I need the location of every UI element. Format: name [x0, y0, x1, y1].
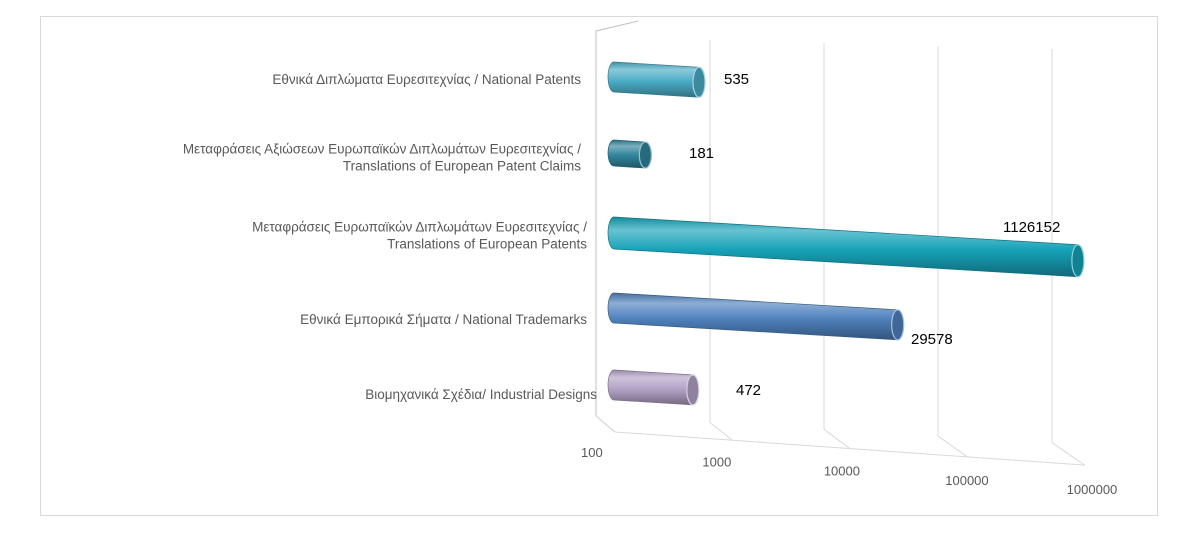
floor-gridline: [595, 415, 616, 433]
tick-label: 100: [581, 445, 603, 460]
bar-end-cap: [692, 66, 706, 98]
bar-body: [607, 61, 706, 98]
category-label: Βιομηχανικά Σχέδια/ Industrial Designs: [365, 387, 597, 402]
data-label: 29578: [911, 331, 953, 348]
floor-gridline: [1051, 442, 1085, 466]
tick-label: 10000: [824, 464, 860, 479]
bar-body: [607, 369, 700, 406]
category-label: Translations of European Patent Claims: [343, 159, 581, 174]
bar: [607, 216, 1085, 278]
floor-gridline: [709, 422, 733, 441]
front-floor-edge: [614, 431, 1085, 466]
category-label: Translations of European Patents: [387, 237, 587, 252]
tick-label: 100000: [945, 473, 988, 488]
data-label: 181: [689, 145, 714, 162]
data-label: 472: [736, 382, 761, 399]
back-wall-top: [595, 20, 639, 32]
bar-body: [607, 292, 905, 341]
bar-end-cap: [686, 374, 700, 406]
category-label: Εθνικά Εμπορικά Σήματα / National Tradem…: [300, 312, 587, 327]
bar-end-cap: [1071, 244, 1085, 278]
bar-chart: Εθνικά Διπλώματα Ευρεσιτεχνίας / Nationa…: [183, 20, 1118, 497]
bar: [607, 369, 700, 406]
data-label: 535: [724, 71, 749, 88]
bar-end-cap: [891, 309, 905, 341]
floor-gridline: [823, 428, 851, 449]
category-label: Μεταφράσεις Αξιώσεων Ευρωπαϊκών Διπλωμάτ…: [183, 142, 581, 157]
category-label: Μεταφράσεις Ευρωπαϊκών Διπλωμάτων Ευρεσι…: [252, 220, 587, 235]
chart-frame: Εθνικά Διπλώματα Ευρεσιτεχνίας / Nationa…: [40, 16, 1158, 516]
data-label: 1126152: [1003, 219, 1060, 236]
bar: [607, 61, 706, 98]
bar: [607, 139, 652, 169]
bar-end-cap: [638, 141, 652, 169]
tick-label: 1000: [702, 454, 731, 469]
category-label: Εθνικά Διπλώματα Ευρεσιτεχνίας / Nationa…: [272, 72, 581, 87]
bar: [607, 292, 905, 341]
floor-gridline: [937, 435, 968, 458]
tick-label: 1000000: [1067, 482, 1118, 497]
